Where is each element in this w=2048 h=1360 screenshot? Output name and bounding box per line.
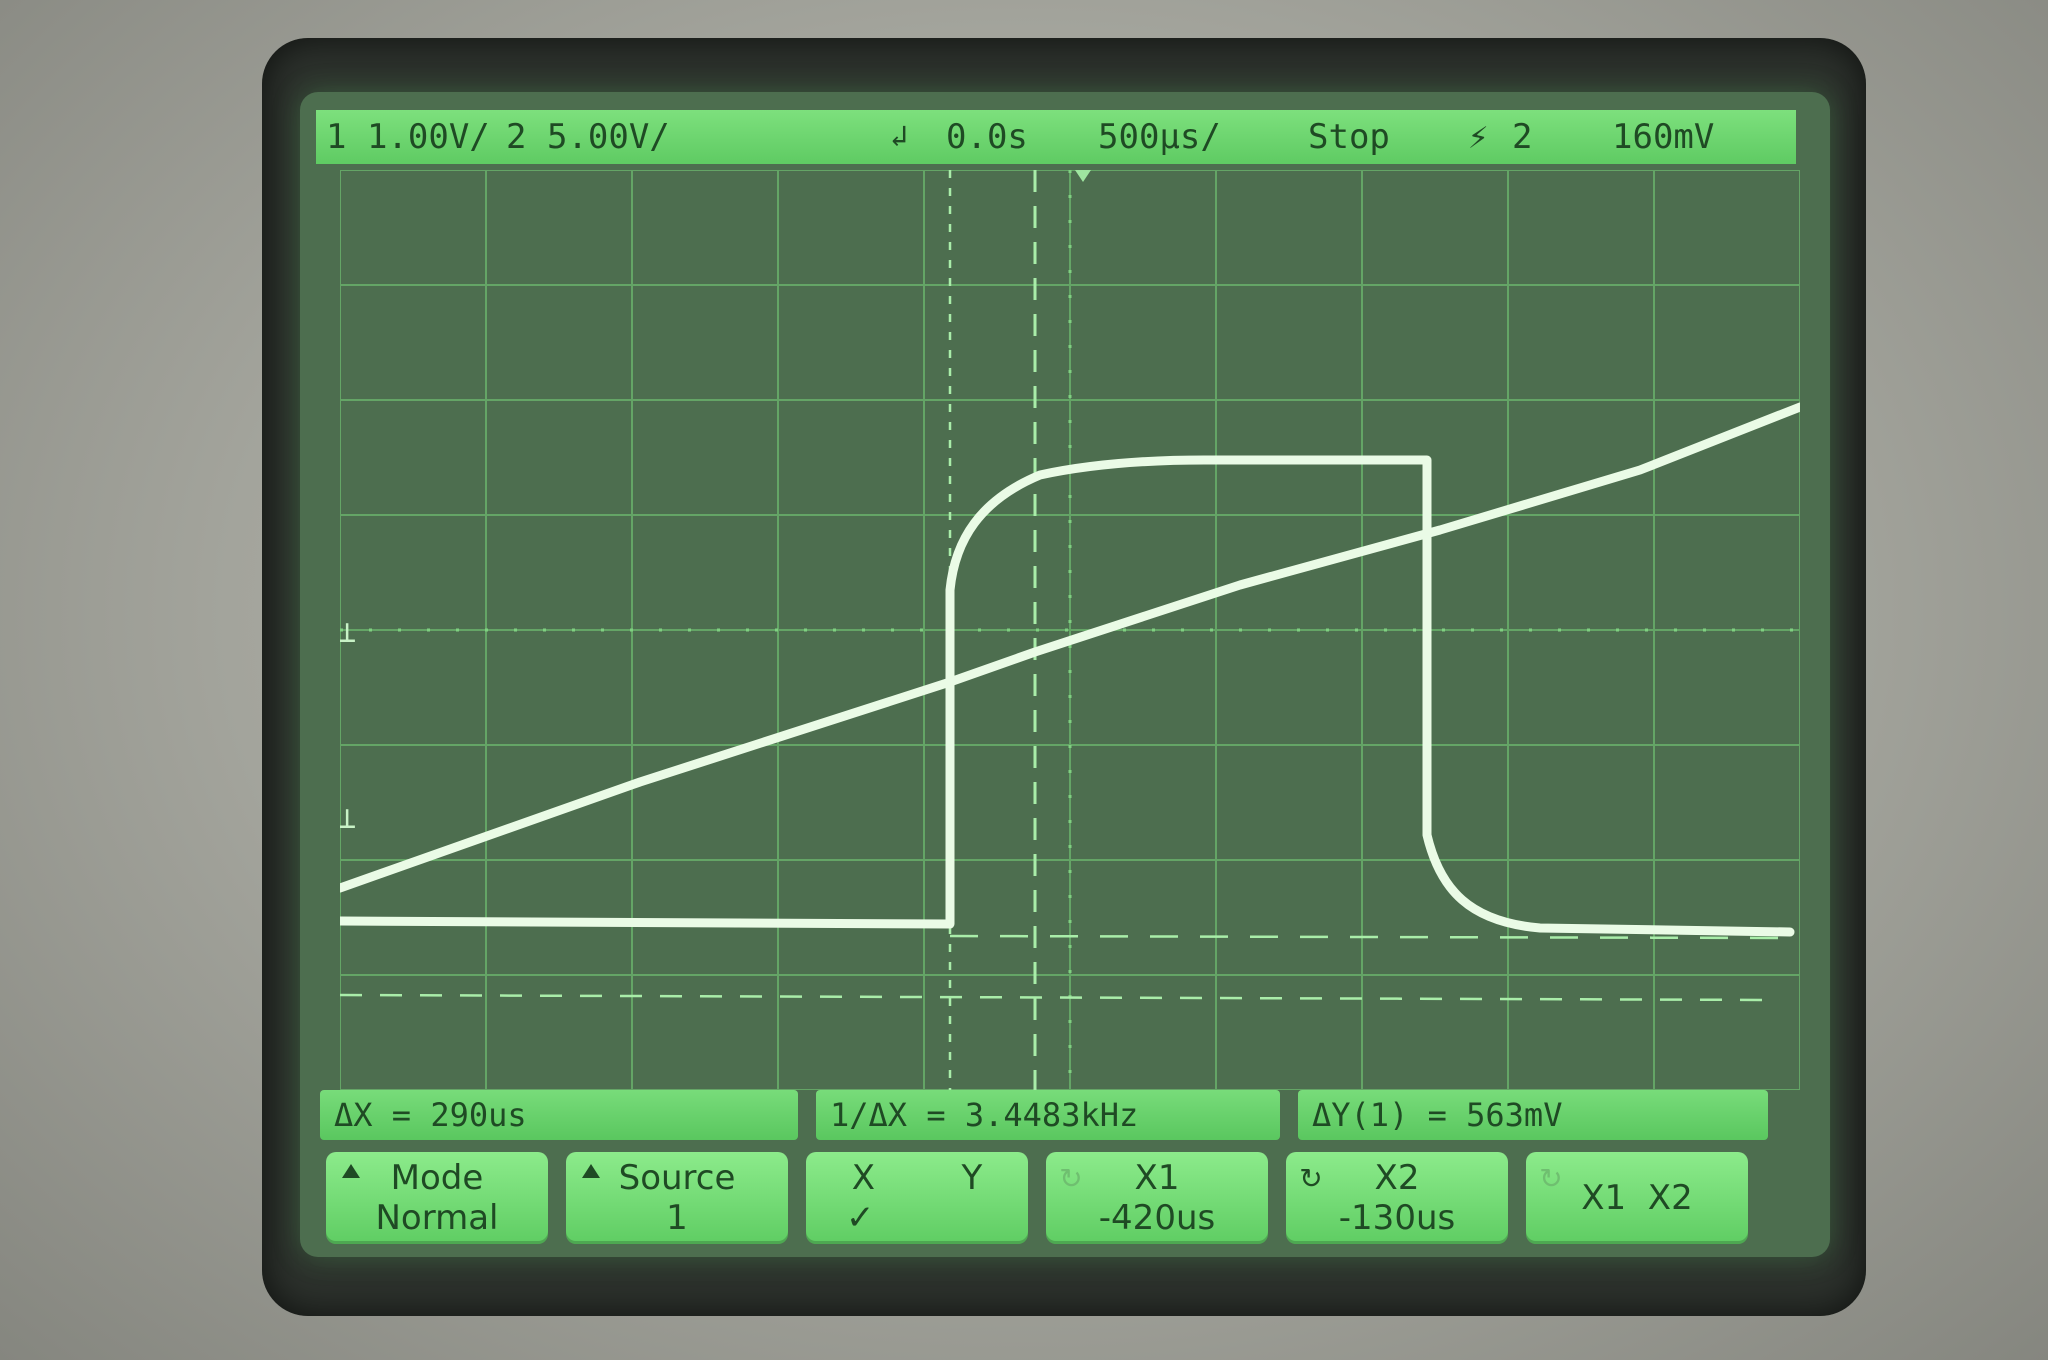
source-label: Source — [618, 1158, 736, 1198]
trigger-position-icon — [1075, 170, 1091, 182]
x1-label: X1 — [1134, 1158, 1180, 1198]
grid-lines — [340, 170, 1800, 1090]
x1-x2-label: X1 X2 — [1581, 1178, 1693, 1218]
ch1-scale: 1 1.00V/ — [326, 117, 490, 157]
trigger-delay: 0.0s — [946, 117, 1028, 157]
x-selected-check-icon: ✓ — [846, 1198, 875, 1238]
cursors — [340, 170, 1781, 1090]
x1-softkey[interactable]: ↻ X1 -420us — [1046, 1152, 1268, 1244]
trigger-delay-icon: ↲ — [890, 119, 909, 154]
timebase: 500µs/ — [1098, 117, 1221, 157]
rotate-knob-icon: ↻ — [1299, 1162, 1323, 1195]
xy-label: X Y — [851, 1158, 983, 1198]
x2-value: -130us — [1338, 1198, 1456, 1238]
x1-value: -420us — [1098, 1198, 1216, 1238]
inverse-delta-x-readout: 1/ΔX = 3.4483kHz — [816, 1090, 1280, 1140]
rotate-knob-icon: ↻ — [1059, 1162, 1083, 1195]
ch2-scale: 2 5.00V/ — [506, 117, 670, 157]
channel-2-trace — [340, 402, 1800, 893]
graticule: ⊥ ⊥ — [340, 170, 1800, 1090]
source-softkey[interactable]: Source 1 — [566, 1152, 788, 1244]
triangle-up-icon — [342, 1164, 360, 1178]
cursor-y2[interactable] — [949, 934, 1781, 940]
mode-label: Mode — [390, 1158, 484, 1198]
x2-softkey[interactable]: ↻ X2 -130us — [1286, 1152, 1508, 1244]
x2-label: X2 — [1374, 1158, 1420, 1198]
mode-value: Normal — [375, 1198, 499, 1238]
ch1-ground-marker-icon: ⊥ — [340, 801, 356, 836]
status-bar: 1 1.00V/ 2 5.00V/ ↲ 0.0s 500µs/ Stop ⚡ 2… — [316, 110, 1796, 164]
channel-1-trace — [340, 455, 1795, 937]
xy-softkey[interactable]: X Y ✓ — [806, 1152, 1028, 1244]
delta-x-readout: ΔX = 290us — [320, 1090, 798, 1140]
rising-edge-icon: ⚡ — [1468, 117, 1489, 157]
ch2-ground-marker-icon: ⊥ — [340, 615, 356, 650]
mode-softkey[interactable]: Mode Normal — [326, 1152, 548, 1244]
delta-y-readout: ΔY(1) = 563mV — [1298, 1090, 1768, 1140]
run-state: Stop — [1308, 117, 1390, 157]
triangle-up-icon — [582, 1164, 600, 1178]
oscilloscope-screen: 1 1.00V/ 2 5.00V/ ↲ 0.0s 500µs/ Stop ⚡ 2… — [300, 92, 1830, 1257]
rotate-knob-icon: ↻ — [1539, 1162, 1563, 1195]
trigger-level: 160mV — [1612, 117, 1715, 157]
source-value: 1 — [666, 1198, 688, 1238]
cursor-y1[interactable] — [340, 993, 1781, 1002]
trigger-source: 2 — [1512, 117, 1533, 157]
x1-x2-softkey[interactable]: ↻ X1 X2 — [1526, 1152, 1748, 1244]
